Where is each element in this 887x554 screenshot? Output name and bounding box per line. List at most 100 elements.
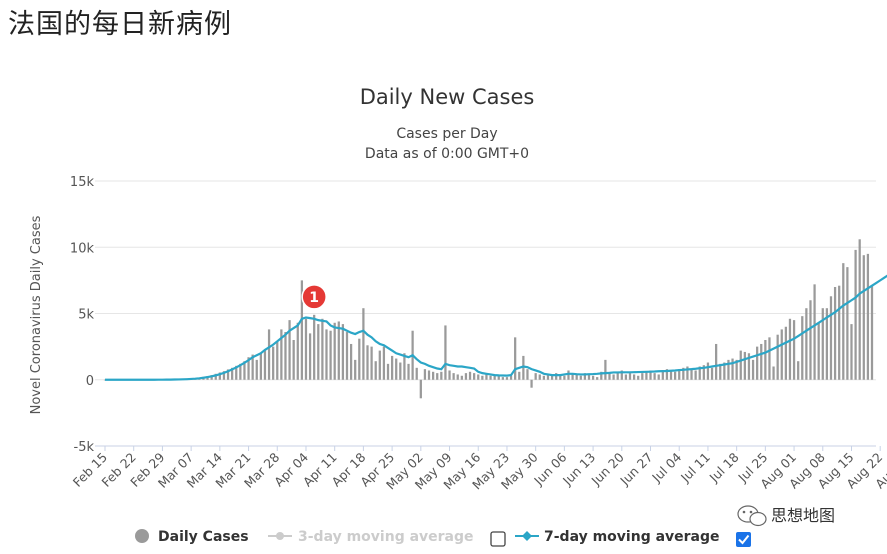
daily-cases-bar — [222, 371, 226, 380]
daily-cases-bar — [386, 363, 390, 380]
daily-cases-bar — [702, 365, 705, 380]
daily-cases-bar — [329, 330, 332, 380]
x-tick-label: Jul 18 — [706, 449, 742, 485]
daily-cases-bar — [284, 332, 287, 380]
daily-cases-bar — [452, 373, 455, 380]
daily-cases-bar — [251, 354, 254, 380]
daily-cases-bar — [489, 375, 492, 380]
daily-cases-bar — [723, 362, 726, 380]
daily-cases-bar — [349, 343, 353, 380]
daily-cases-bar — [276, 341, 279, 380]
daily-cases-bar — [669, 370, 673, 380]
x-tick-label: Jun 13 — [559, 450, 598, 489]
chart-title: Daily New Cases — [360, 85, 535, 109]
daily-cases-bar — [226, 369, 230, 380]
daily-cases-bar — [534, 373, 537, 380]
daily-cases-bar — [756, 346, 759, 380]
daily-cases-bar — [825, 308, 829, 380]
daily-cases-bar — [833, 287, 837, 380]
daily-cases-bar — [542, 375, 545, 380]
daily-cases-bar — [612, 374, 615, 380]
daily-cases-bar — [567, 370, 570, 380]
daily-cases-bar — [801, 316, 804, 380]
daily-cases-bar — [337, 321, 340, 380]
daily-cases-bar — [645, 371, 648, 380]
daily-cases-bar — [641, 373, 644, 380]
daily-cases-bar — [838, 285, 841, 380]
daily-cases-bar — [809, 300, 812, 380]
daily-cases-bar — [628, 373, 632, 380]
daily-cases-bar — [333, 322, 336, 380]
three-day-checkbox[interactable] — [490, 531, 506, 547]
chart-subtitle-1: Cases per Day — [396, 126, 497, 142]
daily-cases-bar — [526, 369, 529, 380]
annotation-marker: 1 — [301, 284, 327, 310]
daily-cases-bar — [813, 284, 816, 380]
daily-cases-bar — [706, 362, 710, 380]
daily-cases-bar — [308, 333, 312, 380]
seven-day-average-line — [105, 274, 887, 381]
annotation-markers: 12 — [301, 284, 327, 310]
daily-cases-bar — [374, 361, 377, 380]
daily-cases-bar — [842, 263, 845, 380]
daily-cases-bar — [735, 359, 738, 380]
legend-seven-day-average[interactable]: 7-day moving average — [515, 529, 720, 545]
daily-cases-bar — [862, 255, 865, 380]
daily-cases-bar — [739, 350, 742, 380]
daily-cases-bar — [415, 367, 418, 380]
grid-lines — [95, 180, 876, 381]
daily-cases-bar — [846, 267, 849, 380]
y-tick-labels: -5k 0 5k 10k 15k — [70, 175, 95, 455]
daily-cases-bar — [382, 346, 386, 380]
daily-cases-bar — [727, 359, 730, 380]
daily-cases-bar — [378, 350, 381, 380]
daily-cases-bar — [784, 326, 787, 380]
check-icon — [738, 534, 750, 545]
daily-cases-bar — [616, 371, 619, 380]
daily-cases-bar — [477, 374, 480, 380]
daily-cases-bar — [464, 373, 468, 380]
daily-cases-bar — [821, 308, 824, 380]
daily-cases-bar — [313, 314, 316, 380]
daily-cases-bar — [448, 370, 451, 380]
daily-cases-bar — [243, 361, 246, 380]
daily-cases-bar — [747, 353, 751, 380]
daily-cases-bar — [485, 374, 488, 380]
daily-cases-bar — [673, 371, 677, 380]
seven-day-checkbox[interactable] — [736, 532, 751, 547]
legend-daily-cases-label: Daily Cases — [158, 529, 249, 545]
legend: Daily Cases 3-day moving average 7-day m… — [135, 529, 751, 547]
legend-three-day-average[interactable]: 3-day moving average — [268, 529, 474, 545]
daily-cases-bar — [509, 375, 513, 380]
daily-cases-bar — [370, 346, 373, 380]
daily-cases-bar — [797, 361, 800, 380]
daily-cases-bar — [460, 375, 463, 380]
daily-cases-bar — [497, 376, 500, 380]
daily-cases-bar — [456, 374, 459, 380]
daily-cases-bar — [571, 373, 574, 380]
page-heading: 法国的每日新病例 — [8, 9, 232, 40]
daily-cases-bar — [694, 370, 697, 380]
daily-cases-bar — [686, 366, 689, 380]
daily-cases-bar — [362, 308, 365, 380]
y-tick-label: 0 — [86, 374, 94, 389]
daily-cases-bar — [620, 370, 623, 380]
daily-cases-bar — [354, 359, 357, 380]
daily-cases-bar — [399, 362, 402, 380]
daily-cases-bar — [481, 375, 484, 380]
daily-cases-bar — [632, 374, 636, 380]
daily-cases-bar — [427, 370, 431, 380]
daily-cases-bar — [247, 357, 250, 380]
daily-cases-bar — [436, 373, 439, 380]
daily-cases-bar — [419, 379, 422, 399]
daily-cases-bar — [292, 340, 295, 380]
daily-cases-bar — [505, 377, 509, 380]
daily-cases-bar — [407, 363, 410, 380]
daily-cases-bar — [280, 329, 283, 380]
legend-daily-cases-marker — [135, 529, 149, 543]
daily-cases-bar — [563, 375, 566, 380]
legend-daily-cases[interactable]: Daily Cases — [135, 529, 249, 545]
daily-cases-bar — [805, 308, 808, 380]
daily-cases-bar — [255, 359, 258, 380]
